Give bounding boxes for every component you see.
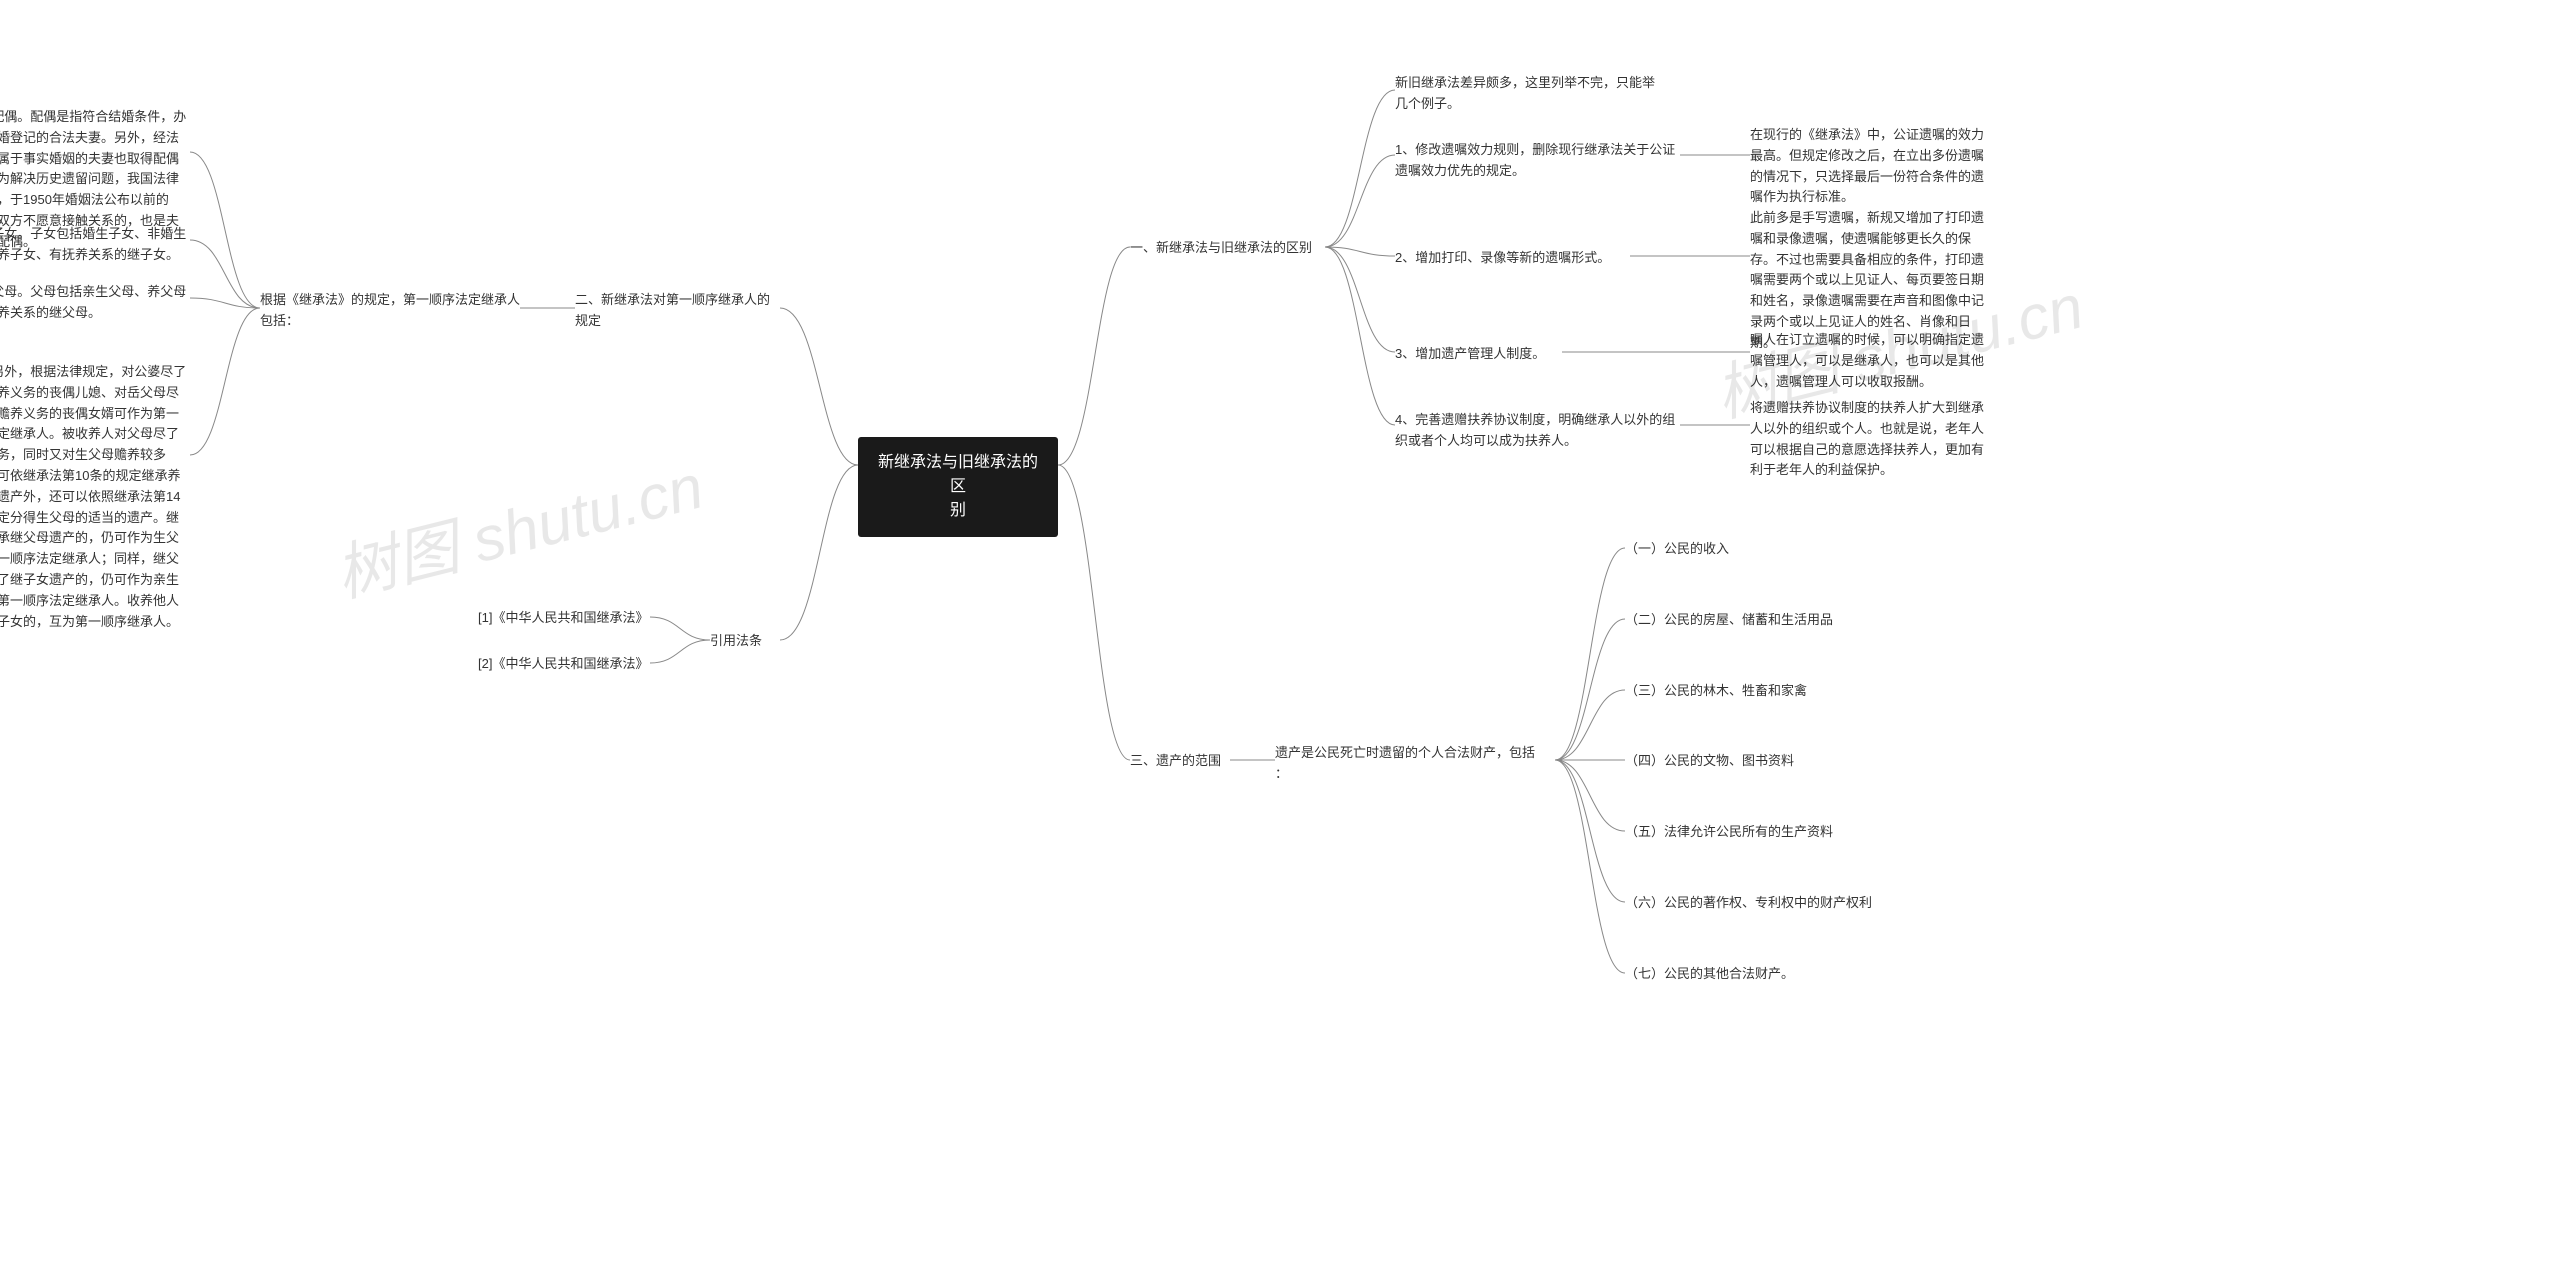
section3-item-6: （六）公民的著作权、专利权中的财产权利 — [1625, 893, 1872, 914]
section1-item-3: 3、增加遗产管理人制度。 — [1395, 344, 1565, 365]
root-node: 新继承法与旧继承法的区 别 — [858, 437, 1058, 537]
section3-item-5: （五）法律允许公民所有的生产资料 — [1625, 822, 1833, 843]
section3-intro: 遗产是公民死亡时遗留的个人合法财产，包括 ： — [1275, 743, 1555, 785]
section1-item-4: 4、完善遗赠扶养协议制度，明确继承人以外的组织或者个人均可以成为扶养人。 — [1395, 410, 1680, 452]
section3-item-3: （三）公民的林木、牲畜和家禽 — [1625, 681, 1807, 702]
section2-title-line1: 二、新继承法对第一顺序继承人的 — [575, 292, 770, 307]
section1-item-3-detail: 嘱人在订立遗嘱的时候，可以明确指定遗嘱管理人，可以是继承人，也可以是其他人，遗嘱… — [1750, 330, 1995, 392]
section3-item-2: （二）公民的房屋、储蓄和生活用品 — [1625, 610, 1833, 631]
section1-item-1-detail: 在现行的《继承法》中，公证遗嘱的效力最高。但规定修改之后，在立出多份遗嘱的情况下… — [1750, 125, 1995, 208]
section2-intro-line1: 根据《继承法》的规定，第一顺序法定继承人 — [260, 292, 520, 307]
section3-intro-line1: 遗产是公民死亡时遗留的个人合法财产，包括 — [1275, 745, 1535, 760]
root-line2: 别 — [950, 502, 966, 519]
section2-intro-line2: 包括： — [260, 313, 299, 328]
watermark: 树图 shutu.cn — [325, 436, 711, 614]
section2-intro: 根据《继承法》的规定，第一顺序法定继承人 包括： — [260, 290, 525, 332]
section1-item-4-detail: 将遗赠扶养协议制度的扶养人扩大到继承人以外的组织或个人。也就是说，老年人可以根据… — [1750, 398, 1995, 481]
section2-item-2: （2）子女。子女包括婚生子女、非婚生子女、养子女、有抚养关系的继子女。 — [0, 224, 190, 266]
section3-item-4: （四）公民的文物、图书资料 — [1625, 751, 1794, 772]
section1-title: 一、新继承法与旧继承法的区别 — [1130, 238, 1312, 259]
section3-item-7: （七）公民的其他合法财产。 — [1625, 964, 1794, 985]
citations-item-2: [2]《中华人民共和国继承法》 — [478, 654, 648, 675]
section3-item-1: （一）公民的收入 — [1625, 539, 1729, 560]
section1-item-2: 2、增加打印、录像等新的遗嘱形式。 — [1395, 248, 1630, 269]
section1-item-1: 1、修改遗嘱效力规则，删除现行继承法关于公证遗嘱效力优先的规定。 — [1395, 140, 1680, 182]
section3-title: 三、遗产的范围 — [1130, 751, 1221, 772]
section3-intro-line2: ： — [1275, 766, 1288, 781]
citations-title: 引用法条 — [710, 631, 762, 652]
section2-title-line2: 规定 — [575, 313, 601, 328]
connector-layer — [0, 0, 2560, 1265]
root-line1: 新继承法与旧继承法的区 — [878, 454, 1038, 495]
citations-item-1: [1]《中华人民共和国继承法》 — [478, 608, 648, 629]
section2-title: 二、新继承法对第一顺序继承人的 规定 — [575, 290, 785, 332]
section2-item-4: （4）另外，根据法律规定，对公婆尽了主要赡养义务的丧偶儿媳、对岳父母尽了主要赡养… — [0, 362, 190, 632]
section1-intro: 新旧继承法差异颇多，这里列举不完，只能举几个例子。 — [1395, 73, 1655, 115]
section2-item-3: （3）父母。父母包括亲生父母、养父母和有抚养关系的继父母。 — [0, 282, 190, 324]
